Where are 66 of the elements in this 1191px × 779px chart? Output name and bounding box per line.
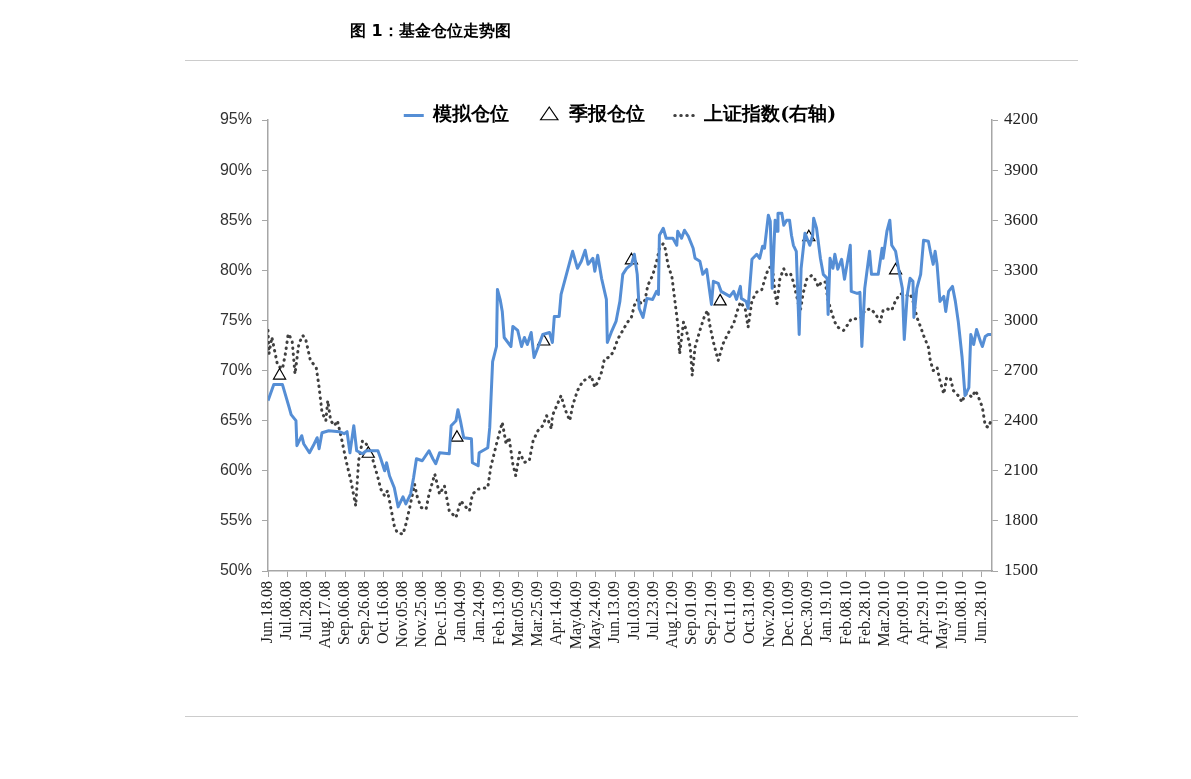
x-tick-label: May.24.09 xyxy=(585,581,604,650)
y-tick-label: 65% xyxy=(219,411,252,429)
y-tick-label: 85% xyxy=(219,210,252,228)
y2-tick-label: 2400 xyxy=(1004,410,1038,430)
y-tick-label: 55% xyxy=(219,511,252,529)
legend-label: 模拟仓位 xyxy=(432,102,510,125)
x-tick-label: Mar.05.09 xyxy=(508,581,526,647)
y-tick-label: 80% xyxy=(219,260,252,278)
x-tick-label: Apr.14.09 xyxy=(547,581,566,645)
x-tick-label: Oct.31.09 xyxy=(740,581,758,645)
x-tick-label: Feb.13.09 xyxy=(489,581,507,645)
x-tick-label: Jan.19.10 xyxy=(817,581,835,643)
x-tick-label: Nov.05.08 xyxy=(393,581,411,648)
y2-tick-label: 4200 xyxy=(1004,109,1038,129)
x-tick-label: Mar.25.09 xyxy=(528,581,546,647)
legend-label: 上证指数(右轴) xyxy=(703,102,837,125)
x-tick-label: Dec.10.09 xyxy=(778,581,796,647)
x-tick-label: Jul.28.08 xyxy=(296,581,314,640)
x-tick-label: Nov.20.09 xyxy=(759,581,777,648)
x-tick-label: Feb.08.10 xyxy=(836,581,854,645)
y2-tick-label: 3900 xyxy=(1004,159,1038,179)
x-tick-label: Apr.29.10 xyxy=(913,581,932,645)
x-tick-label: Dec.30.09 xyxy=(798,581,816,647)
y-tick-label: 90% xyxy=(219,160,252,178)
point xyxy=(272,367,287,380)
x-tick-label: Oct.16.08 xyxy=(373,581,391,645)
x-tick-label: Aug.17.08 xyxy=(316,581,335,649)
x-tick-label: Oct.11.09 xyxy=(720,581,738,644)
line-series xyxy=(268,242,992,536)
chart-title: 图 1：基金仓位走势图 xyxy=(350,21,511,42)
x-tick-label: Jun.28.10 xyxy=(971,581,989,644)
x-tick-label: Sep.21.09 xyxy=(701,581,720,645)
x-tick-label: Nov.25.08 xyxy=(412,581,430,648)
x-tick-label: May.04.09 xyxy=(566,581,585,650)
y2-tick-label: 3000 xyxy=(1004,309,1038,329)
y2-tick-label: 1500 xyxy=(1004,560,1038,580)
x-tick-label: Jul.08.08 xyxy=(277,581,295,640)
x-tick-label: Dec.15.08 xyxy=(431,581,449,647)
x-tick-label: Feb.28.10 xyxy=(855,581,873,645)
x-tick-label: Jan.24.09 xyxy=(470,581,488,643)
x-tick-label: Sep.01.09 xyxy=(682,581,701,645)
x-tick-label: Jul.23.09 xyxy=(643,581,661,640)
x-tick-label: May.19.10 xyxy=(933,581,952,650)
x-tick-label: Jun.18.08 xyxy=(258,581,276,644)
legend-label: 季报仓位 xyxy=(567,102,645,125)
y-tick-label: 60% xyxy=(219,461,252,479)
y2-tick-label: 2100 xyxy=(1004,460,1038,480)
y2-tick-label: 2700 xyxy=(1004,360,1038,380)
x-tick-label: Jun.08.10 xyxy=(952,581,970,644)
x-tick-label: Jan.04.09 xyxy=(451,581,469,643)
y-tick-label: 75% xyxy=(219,310,252,328)
x-tick-label: Mar.20.10 xyxy=(875,581,893,647)
x-tick-label: Apr.09.10 xyxy=(894,581,913,645)
x-tick-label: Sep.26.08 xyxy=(354,581,373,645)
x-tick-label: Jun.13.09 xyxy=(605,581,623,644)
y2-tick-label: 1800 xyxy=(1004,510,1038,530)
y2-tick-label: 3600 xyxy=(1004,209,1038,229)
y2-tick-label: 3300 xyxy=(1004,259,1038,279)
y-tick-label: 95% xyxy=(219,110,252,128)
x-tick-label: Aug.12.09 xyxy=(663,581,682,649)
x-tick-label: Jul.03.09 xyxy=(624,581,642,640)
point xyxy=(450,430,464,442)
y-tick-label: 70% xyxy=(219,360,252,378)
x-tick-label: Sep.06.08 xyxy=(335,581,354,645)
y-tick-label: 50% xyxy=(219,561,252,579)
point xyxy=(713,293,727,306)
